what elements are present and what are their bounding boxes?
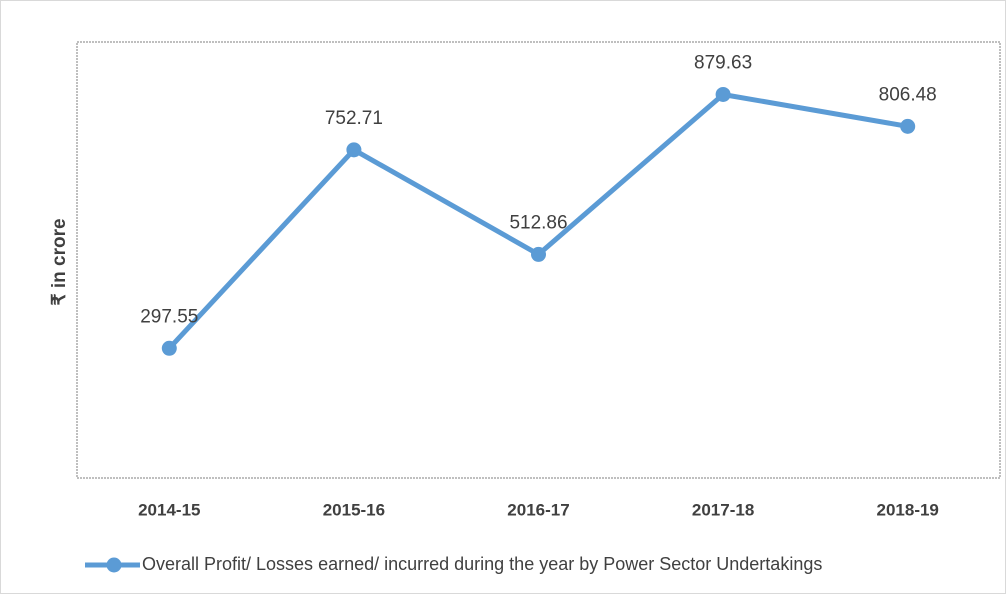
data-label: 879.63 (694, 52, 752, 73)
data-point (531, 246, 546, 262)
data-label: 512.86 (509, 212, 567, 233)
legend-label: Overall Profit/ Losses earned/ incurred … (142, 554, 822, 574)
x-tick-label: 2014-15 (138, 500, 200, 519)
x-tick-label: 2018-19 (877, 500, 939, 519)
x-tick-label: 2017-18 (692, 500, 754, 519)
data-point (161, 340, 177, 356)
data-label: 806.48 (879, 84, 937, 105)
data-point (346, 142, 362, 158)
y-axis-label: ₹ in crore (49, 218, 70, 305)
data-point (715, 86, 731, 102)
data-label: 752.71 (325, 108, 383, 129)
x-tick-label: 2015-16 (323, 500, 385, 519)
plot-area (76, 41, 1001, 479)
data-label: 297.55 (140, 306, 198, 327)
legend-marker (106, 557, 122, 573)
data-point (900, 118, 916, 134)
x-tick-label: 2016-17 (507, 500, 569, 519)
